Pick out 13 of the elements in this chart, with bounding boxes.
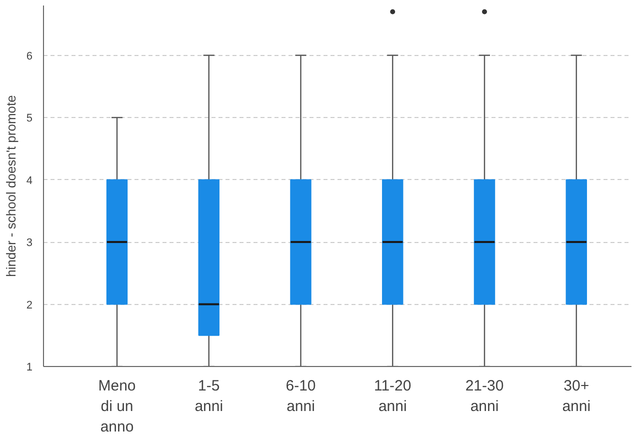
y-tick-label: 5 [26, 112, 33, 125]
x-tick-label: 11-20 anni [374, 378, 412, 415]
y-tick-label: 2 [26, 299, 33, 312]
x-tick-label: 21-30 anni [465, 378, 504, 415]
y-axis-title: hinder - school doesn't promote [3, 95, 18, 277]
y-tick-label: 4 [26, 174, 33, 187]
x-tick-label: 6-10 anni [286, 378, 316, 415]
x-tick-label: 30+ anni [562, 378, 591, 415]
y-tick-label: 3 [26, 237, 33, 250]
x-tick-label: 1-5 anni [194, 378, 224, 415]
x-tick-label: Meno di un anno [98, 378, 136, 436]
y-tick-label: 1 [26, 362, 33, 374]
y-tick-label: 6 [26, 50, 33, 62]
